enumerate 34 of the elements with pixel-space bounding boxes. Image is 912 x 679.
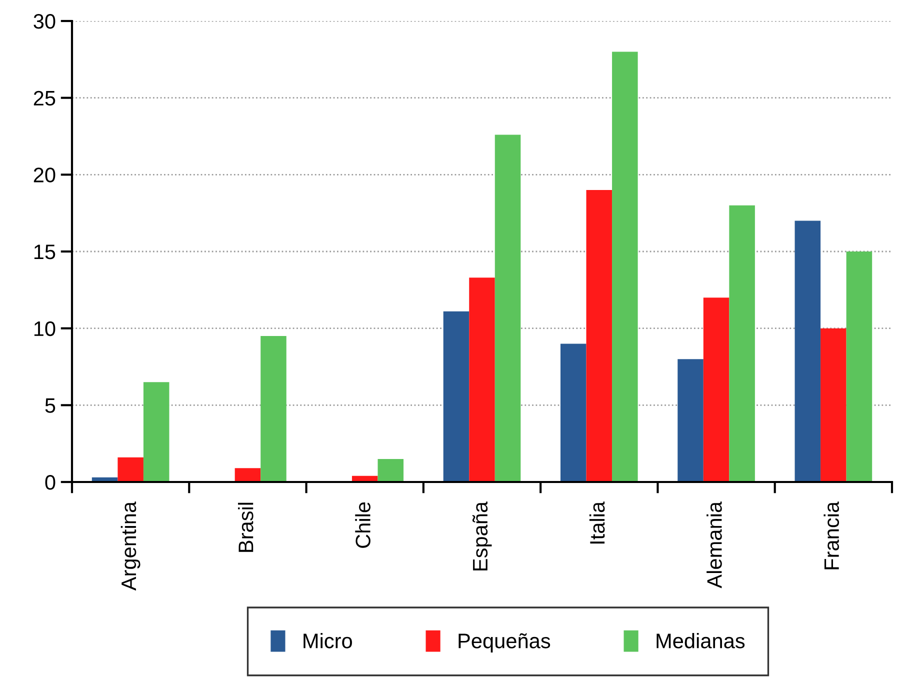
bar (560, 344, 586, 482)
x-tick-label: Chile (355, 502, 370, 548)
bar (729, 205, 755, 482)
x-tick-label: Argentina (120, 501, 140, 591)
bar (612, 52, 638, 482)
bar (260, 336, 286, 482)
bar (678, 359, 704, 482)
bar (378, 458, 404, 482)
x-tick-label: España (472, 501, 492, 570)
bar (703, 298, 730, 482)
bar (820, 328, 846, 482)
x-tick-label: Alemania (706, 501, 722, 588)
bar (443, 311, 470, 482)
bar (234, 468, 261, 482)
legend-label: Pequeñas (458, 633, 550, 652)
bar (118, 457, 144, 482)
bar (586, 190, 612, 482)
y-tick-label: 5 (45, 398, 56, 413)
x-tick-label: Brasil (238, 502, 254, 552)
y-tick-label: 0 (45, 475, 56, 490)
y-tick-label: 10 (34, 321, 56, 336)
y-tick-label: 20 (34, 168, 56, 182)
bar (469, 278, 495, 482)
y-tick-label: 30 (34, 14, 56, 29)
legend-label: Micro (304, 633, 352, 648)
x-tick-label: Francia (824, 501, 840, 570)
bar (494, 134, 521, 482)
y-tick-label: 15 (34, 244, 56, 260)
y-tick-label: 25 (34, 90, 56, 106)
bar (794, 220, 821, 482)
legend-label: Medianas (656, 633, 745, 648)
bar (846, 252, 872, 482)
x-tick-label: Italia (589, 501, 605, 544)
bar (143, 382, 170, 482)
